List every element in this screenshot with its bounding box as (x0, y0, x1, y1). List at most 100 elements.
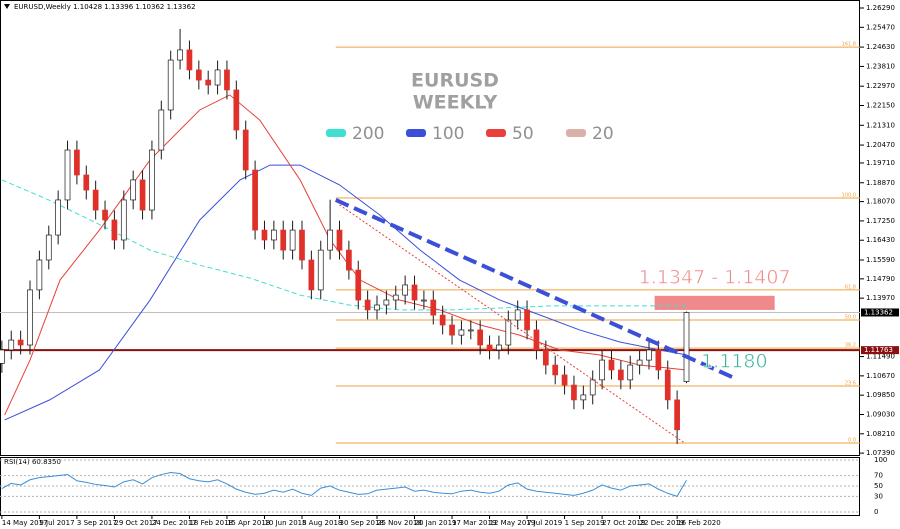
candle-body (177, 49, 183, 61)
candle-body (421, 299, 427, 302)
candle-body (233, 89, 240, 131)
legend-label: 100 (432, 124, 464, 144)
candle-body (608, 359, 615, 371)
candle-body (355, 269, 362, 301)
candle-body (411, 284, 418, 301)
trendline (334, 198, 736, 380)
y-tick-label: 1.25470 (866, 23, 895, 31)
candle-body (402, 284, 408, 296)
candle-body (392, 294, 399, 301)
candle-body (674, 399, 680, 431)
candle-body (261, 229, 268, 241)
candle-body (664, 369, 671, 401)
chart-title: EURUSD (411, 70, 499, 92)
x-tick-label: 9 Jul 2017 (39, 519, 74, 527)
x-tick-label: 22 Dec 2019 (640, 519, 685, 527)
candle-body (552, 364, 559, 376)
candle-body (589, 379, 596, 396)
y-tick-label: 1.09850 (866, 391, 895, 399)
chart-title: WEEKLY (413, 92, 498, 114)
y-tick-label: 1.17250 (866, 217, 895, 225)
y-tick-label: 1.19710 (866, 159, 895, 167)
candle-body (120, 199, 127, 241)
y-tick-label: 1.22150 (866, 102, 895, 110)
candle-body (383, 299, 390, 306)
y-tick-label: 1.09030 (866, 410, 895, 418)
rsi-tick-label: 50 (874, 482, 883, 490)
candle-body (55, 199, 61, 236)
support-line-box (861, 346, 899, 355)
candle-body (167, 59, 174, 111)
candle-body (458, 329, 465, 336)
y-tick-label: 1.18870 (866, 179, 895, 187)
candle-body (102, 209, 108, 221)
header: EURUSD,Weekly 1.10428 1.13396 1.10362 1.… (14, 3, 196, 11)
candle-body (449, 324, 455, 336)
moving-average (1, 179, 687, 311)
x-tick-label: 12 May 2019 (490, 519, 536, 527)
candle-body (496, 344, 502, 351)
candle-body (17, 339, 24, 346)
legend-swatch (326, 129, 346, 137)
candle-body (280, 229, 287, 251)
menu-icon (4, 4, 10, 9)
rsi-tick-label: 30 (874, 492, 883, 500)
y-tick-label: 1.08210 (866, 430, 895, 438)
x-tick-label: 3 Sep 2017 (77, 519, 117, 527)
candle-body (308, 259, 315, 291)
candle-body (533, 329, 540, 351)
candle-body (149, 149, 155, 211)
candle-body (364, 299, 371, 311)
x-tick-label: 1 Sep 2019 (565, 519, 605, 527)
fib-label: 38.2 (845, 343, 856, 349)
candle-body (646, 349, 652, 361)
y-tick-label: 1.11490 (866, 353, 895, 361)
fib-label: 0.0 (848, 437, 856, 443)
moving-average (4, 164, 687, 421)
rsi-tick-label: 70 (874, 472, 883, 480)
candle-body (252, 169, 258, 231)
candle-body (0, 349, 5, 364)
fib-label: 23.6 (845, 380, 856, 386)
candle-body (242, 129, 249, 171)
moving-average (4, 94, 687, 416)
y-tick-label: 1.18070 (866, 198, 895, 206)
price-line-box (861, 308, 899, 317)
x-tick-label: 30 Sep 2018 (339, 519, 383, 527)
level-label: 1.1180 (701, 351, 767, 373)
y-tick-label: 1.07390 (866, 449, 895, 457)
x-tick-label: 24 Dec 2017 (152, 519, 197, 527)
candle-body (36, 259, 43, 291)
legend-label: 200 (352, 124, 384, 144)
x-tick-label: 29 Oct 2017 (114, 519, 157, 527)
x-tick-label: 25 Nov 2018 (377, 519, 422, 527)
candle-body (561, 374, 568, 386)
y-tick-label: 1.15590 (866, 256, 895, 264)
candle-body (599, 359, 605, 381)
dotted-trendline (339, 204, 685, 444)
candle-body (524, 309, 530, 331)
candle-body (8, 339, 15, 351)
candle-body (467, 329, 474, 332)
candle-body (346, 249, 352, 271)
y-tick-label: 1.16430 (866, 236, 895, 244)
candle-body (336, 229, 343, 251)
support-line-label: 1.11763 (864, 346, 893, 354)
candle-body (270, 229, 277, 241)
candle-body (289, 229, 296, 251)
legend-swatch (566, 129, 586, 137)
candle-body (571, 384, 577, 401)
candle-body (214, 69, 221, 86)
x-tick-label: 14 May 2017 (2, 519, 48, 527)
x-tick-label: 20 Jan 2019 (415, 519, 457, 527)
candle-body (317, 249, 324, 291)
candle-body (439, 314, 446, 326)
candle-body (205, 79, 212, 86)
zone-label: 1.1347 - 1.1407 (639, 266, 791, 288)
legend-swatch (406, 129, 426, 137)
price-line-label: 1.13362 (864, 308, 893, 316)
x-tick-label: 17 Mar 2019 (452, 519, 496, 527)
candle-body (92, 189, 99, 211)
rsi-tick-label: 0 (874, 508, 878, 516)
x-tick-label: 18 Feb 2018 (189, 519, 233, 527)
